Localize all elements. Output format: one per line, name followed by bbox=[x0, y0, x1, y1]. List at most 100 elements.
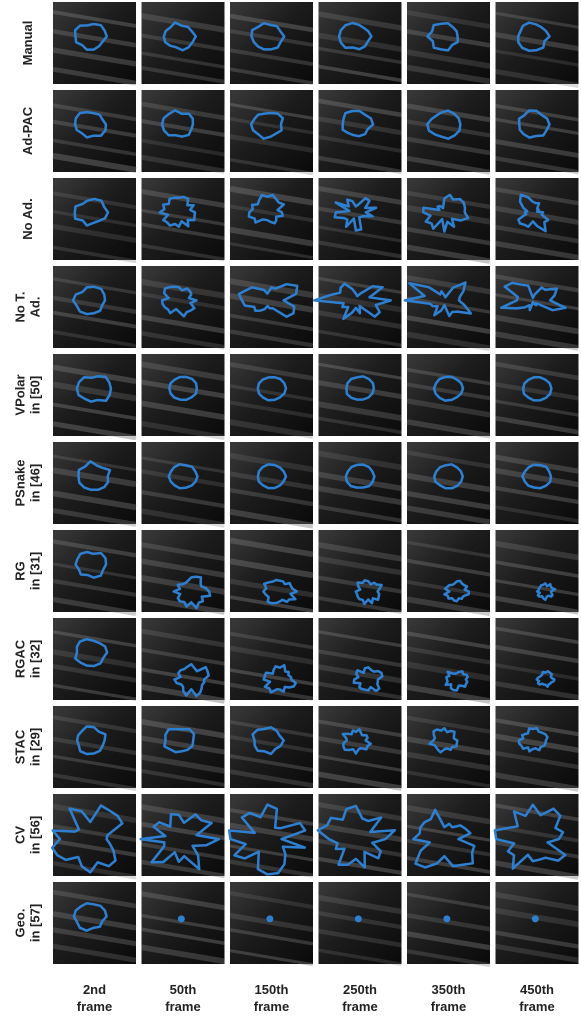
tissue-streak bbox=[406, 580, 491, 598]
tissue-streak bbox=[495, 663, 579, 681]
tissue-streak bbox=[495, 240, 579, 261]
ultrasound-image bbox=[141, 706, 225, 788]
tissue-streak bbox=[495, 274, 579, 293]
ultrasound-image bbox=[53, 178, 136, 260]
contour bbox=[535, 582, 557, 602]
tissue-streak bbox=[495, 69, 579, 89]
tissue-streak bbox=[406, 119, 491, 138]
ultrasound-image bbox=[53, 882, 136, 964]
tissue-streak bbox=[229, 117, 314, 135]
contour bbox=[403, 281, 473, 318]
tissue-streak bbox=[318, 471, 402, 492]
tissue-streak bbox=[318, 681, 402, 700]
row-label: RGACin [32] bbox=[13, 639, 43, 678]
tissue-streak bbox=[52, 119, 137, 138]
tissue-streak bbox=[52, 630, 137, 648]
tissue-streak bbox=[52, 10, 137, 28]
tissue-streak bbox=[141, 189, 225, 209]
tissue-streak bbox=[406, 244, 491, 264]
tissue-streak bbox=[318, 292, 402, 313]
tissue-streak bbox=[229, 912, 314, 933]
contour bbox=[535, 669, 556, 688]
tissue-streak bbox=[318, 98, 402, 118]
column-label: frame bbox=[431, 999, 466, 1014]
row-label-line: in [32] bbox=[28, 640, 43, 678]
tissue-streak bbox=[406, 949, 491, 968]
tissue-streak bbox=[52, 381, 137, 402]
tissue-streak bbox=[318, 46, 402, 65]
tissue-streak bbox=[406, 205, 491, 225]
contour bbox=[73, 22, 109, 51]
tissue-streak bbox=[141, 51, 225, 69]
contour bbox=[443, 579, 471, 603]
ultrasound-image bbox=[407, 266, 490, 348]
tissue-streak bbox=[318, 542, 402, 562]
tissue-streak bbox=[141, 647, 225, 666]
contour bbox=[73, 197, 110, 227]
row-label-line: in [29] bbox=[28, 728, 43, 766]
tissue-streak bbox=[406, 29, 491, 48]
tissue-streak bbox=[318, 556, 402, 576]
ultrasound-image bbox=[407, 178, 490, 260]
contour bbox=[344, 463, 376, 489]
tissue-streak bbox=[495, 824, 579, 843]
tissue-streak bbox=[229, 329, 314, 348]
ultrasound-image bbox=[230, 442, 313, 524]
contour bbox=[444, 670, 469, 692]
tissue-streak bbox=[318, 380, 402, 400]
tissue-streak bbox=[141, 154, 225, 174]
contour bbox=[316, 804, 397, 869]
contour bbox=[75, 725, 107, 756]
tissue-streak bbox=[495, 644, 579, 664]
contour bbox=[354, 579, 383, 606]
row-label-line: STAC bbox=[13, 729, 28, 764]
column-label: frame bbox=[77, 999, 112, 1014]
ultrasound-image bbox=[230, 530, 313, 612]
ultrasound-image bbox=[230, 354, 313, 436]
tissue-streak bbox=[495, 505, 579, 523]
ultrasound-image bbox=[230, 2, 313, 84]
tissue-streak bbox=[318, 310, 402, 330]
tissue-streak bbox=[318, 754, 402, 772]
tissue-streak bbox=[141, 489, 225, 509]
contour bbox=[425, 109, 462, 140]
row-label-line: in [50] bbox=[28, 376, 43, 414]
contour bbox=[499, 281, 567, 312]
tissue-streak bbox=[141, 859, 225, 879]
tissue-streak bbox=[141, 684, 225, 704]
tissue-streak bbox=[495, 32, 579, 52]
tissue-streak bbox=[318, 362, 402, 380]
ultrasound-image bbox=[495, 530, 579, 612]
ultrasound-image bbox=[53, 90, 136, 172]
contour bbox=[256, 375, 288, 402]
tissue-streak bbox=[141, 891, 225, 911]
tissue-streak bbox=[495, 415, 579, 435]
tissue-streak bbox=[52, 28, 137, 48]
tissue-streak bbox=[52, 223, 137, 243]
ultrasound-image bbox=[495, 354, 579, 436]
tissue-streak bbox=[141, 769, 225, 787]
ultrasound-image bbox=[495, 618, 579, 700]
tissue-streak bbox=[229, 452, 314, 473]
tissue-streak bbox=[406, 736, 491, 756]
tissue-streak bbox=[495, 399, 579, 417]
row-label-line: Ad. bbox=[28, 297, 43, 318]
ultrasound-image bbox=[53, 794, 136, 876]
contour bbox=[345, 375, 376, 401]
contour bbox=[432, 463, 465, 490]
tissue-streak bbox=[229, 769, 314, 788]
tissue-streak bbox=[141, 138, 225, 157]
ultrasound-image bbox=[230, 882, 313, 964]
contour bbox=[412, 808, 476, 869]
tissue-streak bbox=[229, 226, 314, 247]
tissue-streak bbox=[52, 754, 137, 772]
tissue-streak bbox=[406, 10, 491, 29]
tissue-streak bbox=[229, 808, 314, 826]
tissue-streak bbox=[52, 295, 137, 314]
tissue-streak bbox=[406, 419, 491, 439]
ultrasound-image bbox=[407, 882, 490, 964]
row-label: CVin [56] bbox=[13, 816, 43, 854]
tissue-streak bbox=[52, 860, 137, 880]
row-label-line: Geo. bbox=[13, 909, 28, 938]
tissue-streak bbox=[318, 155, 402, 175]
